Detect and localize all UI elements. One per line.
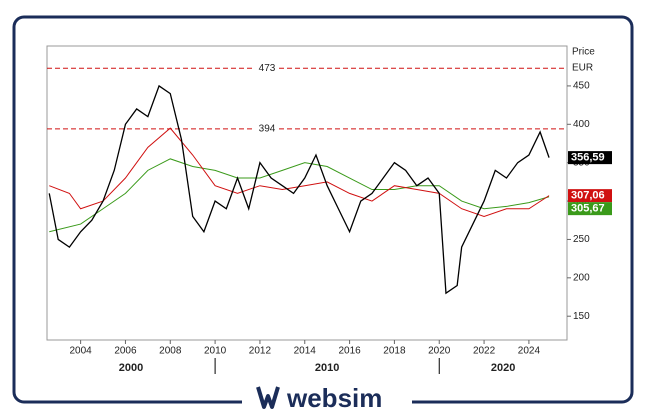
logo-mark [256,386,280,409]
y-tick-label: 250 [573,234,590,245]
x-tick-label: 2012 [249,346,272,357]
reference-label-bg [255,62,279,75]
reference-label: 394 [259,124,276,135]
end-label-box [568,151,612,165]
end-label: 307,06 [571,190,605,202]
brand: websim [286,383,382,413]
x-tick-label: 2024 [518,346,541,357]
decade-label: 2010 [315,362,339,374]
y-tick-label: 150 [573,311,590,322]
series-line [49,158,550,233]
end-label: 356,59 [571,152,605,164]
series-line [48,84,550,295]
decade-label: 2000 [119,362,143,374]
decade-label: 2020 [491,362,515,374]
reference-label: 473 [259,63,276,74]
end-label-box [568,189,612,203]
plot-area [46,45,568,341]
y-unit: EUR [572,63,593,74]
x-tick-label: 2008 [159,346,182,357]
reference-label-bg [255,122,279,135]
x-tick-label: 2014 [294,346,317,357]
y-tick-label: 200 [573,272,590,283]
x-tick-label: 2010 [204,346,227,357]
series-line [49,127,550,217]
x-tick-label: 2004 [69,346,92,357]
x-tick-label: 2006 [114,346,137,357]
x-tick-label: 2022 [473,346,496,357]
chart: 1502002503003504004502004200620082010201… [47,62,612,374]
x-tick-label: 2016 [338,346,361,357]
x-tick-label: 2018 [383,346,406,357]
end-label-box [568,202,612,216]
x-tick-label: 2020 [428,346,451,357]
y-tick-label: 400 [573,119,590,130]
end-label: 305,67 [571,203,605,215]
y-axis-label: Price [572,47,595,58]
y-tick-label: 450 [573,81,590,92]
